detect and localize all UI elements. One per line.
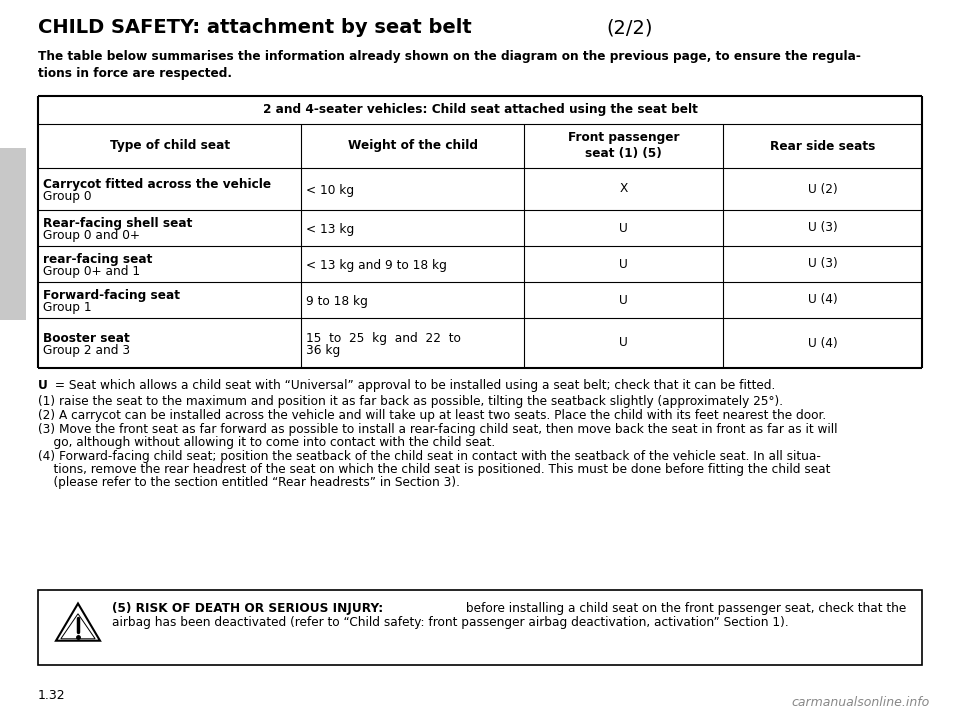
Text: Group 0 and 0+: Group 0 and 0+ [43, 229, 140, 242]
Text: (5) RISK OF DEATH OR SERIOUS INJURY:: (5) RISK OF DEATH OR SERIOUS INJURY: [112, 602, 383, 615]
Text: U: U [619, 258, 628, 271]
Text: Type of child seat: Type of child seat [109, 139, 229, 153]
Text: carmanualsonline.info: carmanualsonline.info [792, 696, 930, 709]
Text: U (3): U (3) [807, 258, 837, 271]
Text: (3) Move the front seat as far forward as possible to install a rear-facing chil: (3) Move the front seat as far forward a… [38, 423, 837, 436]
Text: 36 kg: 36 kg [306, 344, 341, 357]
Text: Rear-facing shell seat: Rear-facing shell seat [43, 217, 192, 230]
Bar [38, 590, 922, 665]
Bar [38, 96, 922, 368]
Text: U (4): U (4) [807, 337, 837, 349]
Text: 15  to  25  kg  and  22  to: 15 to 25 kg and 22 to [306, 332, 462, 345]
Text: airbag has been deactivated (refer to “Child safety: front passenger airbag deac: airbag has been deactivated (refer to “C… [112, 616, 788, 629]
Text: Forward-facing seat: Forward-facing seat [43, 289, 180, 302]
Text: X: X [619, 182, 628, 195]
Text: (2/2): (2/2) [607, 18, 653, 37]
Text: U (3): U (3) [807, 222, 837, 234]
Text: U: U [619, 337, 628, 349]
Text: Front passenger
seat (1) (5): Front passenger seat (1) (5) [568, 131, 680, 160]
Text: < 13 kg and 9 to 18 kg: < 13 kg and 9 to 18 kg [306, 259, 447, 272]
Text: before installing a child seat on the front passenger seat, check that the: before installing a child seat on the fr… [462, 602, 906, 615]
Text: Carrycot fitted across the vehicle: Carrycot fitted across the vehicle [43, 178, 271, 191]
Bar [0, 148, 26, 320]
Text: The table below summarises the information already shown on the diagram on the p: The table below summarises the informati… [38, 50, 861, 80]
Text: 1.32: 1.32 [38, 689, 65, 702]
Text: U (2): U (2) [807, 182, 837, 195]
Text: go, although without allowing it to come into contact with the child seat.: go, although without allowing it to come… [38, 436, 495, 449]
Text: Rear side seats: Rear side seats [770, 139, 876, 153]
Text: Weight of the child: Weight of the child [348, 139, 478, 153]
Text: CHILD SAFETY: attachment by seat belt: CHILD SAFETY: attachment by seat belt [38, 18, 478, 37]
Text: = Seat which allows a child seat with “Universal” approval to be installed using: = Seat which allows a child seat with “U… [51, 379, 775, 392]
Text: (4) Forward-facing child seat; position the seatback of the child seat in contac: (4) Forward-facing child seat; position … [38, 450, 821, 463]
Text: U: U [619, 293, 628, 307]
Text: tions, remove the rear headrest of the seat on which the child seat is positione: tions, remove the rear headrest of the s… [38, 463, 830, 476]
Text: Booster seat: Booster seat [43, 332, 130, 345]
Text: < 13 kg: < 13 kg [306, 223, 354, 236]
Text: Group 0: Group 0 [43, 190, 91, 203]
Text: 2 and 4-seater vehicles: Child seat attached using the seat belt: 2 and 4-seater vehicles: Child seat atta… [263, 104, 697, 116]
Text: Group 1: Group 1 [43, 301, 91, 314]
Text: < 10 kg: < 10 kg [306, 184, 354, 197]
Text: (1) raise the seat to the maximum and position it as far back as possible, tilti: (1) raise the seat to the maximum and po… [38, 395, 783, 408]
Text: (please refer to the section entitled “Rear headrests” in Section 3).: (please refer to the section entitled “R… [38, 476, 460, 489]
Text: (2) A carrycot can be installed across the vehicle and will take up at least two: (2) A carrycot can be installed across t… [38, 409, 827, 422]
Text: U: U [38, 379, 48, 392]
Text: U (4): U (4) [807, 293, 837, 307]
Text: 9 to 18 kg: 9 to 18 kg [306, 295, 369, 308]
Text: rear-facing seat: rear-facing seat [43, 253, 153, 266]
Text: U: U [619, 222, 628, 234]
Text: Group 2 and 3: Group 2 and 3 [43, 344, 131, 357]
Text: Group 0+ and 1: Group 0+ and 1 [43, 265, 140, 278]
